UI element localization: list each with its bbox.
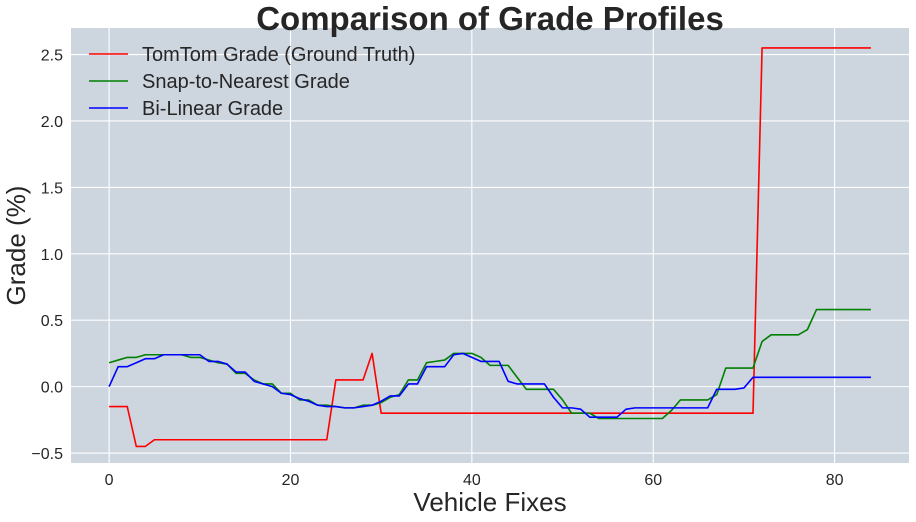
x-tick-labels: 0 20 40 60 80 bbox=[105, 472, 844, 489]
chart-title: Comparison of Grade Profiles bbox=[256, 0, 724, 37]
y-tick-label: 1.5 bbox=[41, 180, 63, 197]
legend-label-1: TomTom Grade (Ground Truth) bbox=[142, 44, 415, 66]
x-axis-label: Vehicle Fixes bbox=[413, 487, 566, 517]
x-tick-label: 80 bbox=[826, 472, 844, 489]
legend-label-2: Snap-to-Nearest Grade bbox=[142, 71, 350, 93]
series-line-2 bbox=[108, 308, 871, 420]
y-axis-label: Grade (%) bbox=[1, 186, 31, 306]
series-line-1 bbox=[109, 47, 871, 448]
legend-label-3: Bi-Linear Grade bbox=[142, 98, 283, 120]
legend: TomTom Grade (Ground Truth) Snap-to-Neare… bbox=[89, 44, 415, 120]
x-tick-label: 0 bbox=[105, 472, 114, 489]
y-tick-label: 0.5 bbox=[41, 313, 63, 330]
x-tick-label: 60 bbox=[644, 472, 662, 489]
x-tick-label: 40 bbox=[463, 472, 481, 489]
x-tick-label: 20 bbox=[282, 472, 300, 489]
grid-lines bbox=[71, 28, 909, 463]
series-layer bbox=[108, 47, 871, 448]
y-tick-label: 1.0 bbox=[41, 247, 63, 264]
y-tick-label: 2.5 bbox=[41, 48, 63, 65]
y-tick-labels: −0.5 0.0 0.5 1.0 1.5 2.0 2.5 bbox=[31, 48, 63, 463]
y-tick-label: 2.0 bbox=[41, 114, 63, 131]
plot-background bbox=[71, 28, 909, 463]
y-tick-label: 0.0 bbox=[41, 380, 63, 397]
series-line-3 bbox=[108, 352, 871, 418]
y-tick-label: −0.5 bbox=[31, 446, 63, 463]
